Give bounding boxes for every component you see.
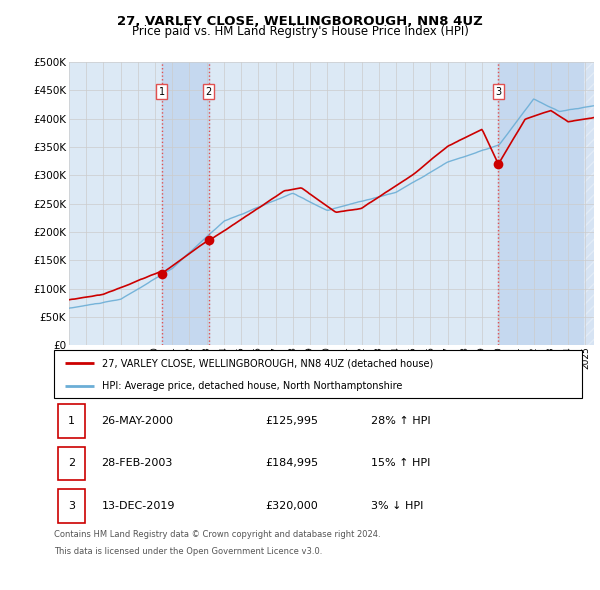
Text: 1: 1 xyxy=(68,416,75,426)
Text: 13-DEC-2019: 13-DEC-2019 xyxy=(101,501,175,511)
Text: 2: 2 xyxy=(206,87,212,97)
Text: 3: 3 xyxy=(68,501,75,511)
Bar xyxy=(58,447,85,480)
Text: £184,995: £184,995 xyxy=(265,458,319,468)
Text: 1: 1 xyxy=(158,87,164,97)
Text: 28-FEB-2003: 28-FEB-2003 xyxy=(101,458,173,468)
Text: This data is licensed under the Open Government Licence v3.0.: This data is licensed under the Open Gov… xyxy=(54,547,322,556)
Text: Contains HM Land Registry data © Crown copyright and database right 2024.: Contains HM Land Registry data © Crown c… xyxy=(54,530,380,539)
Text: 27, VARLEY CLOSE, WELLINGBOROUGH, NN8 4UZ: 27, VARLEY CLOSE, WELLINGBOROUGH, NN8 4U… xyxy=(117,15,483,28)
Text: 27, VARLEY CLOSE, WELLINGBOROUGH, NN8 4UZ (detached house): 27, VARLEY CLOSE, WELLINGBOROUGH, NN8 4U… xyxy=(101,358,433,368)
Text: 15% ↑ HPI: 15% ↑ HPI xyxy=(371,458,430,468)
Text: 3% ↓ HPI: 3% ↓ HPI xyxy=(371,501,423,511)
Text: 2: 2 xyxy=(68,458,75,468)
Bar xyxy=(499,62,594,345)
Text: HPI: Average price, detached house, North Northamptonshire: HPI: Average price, detached house, Nort… xyxy=(101,381,402,391)
Bar xyxy=(584,62,594,345)
Text: 28% ↑ HPI: 28% ↑ HPI xyxy=(371,416,430,426)
Text: 26-MAY-2000: 26-MAY-2000 xyxy=(101,416,173,426)
Text: £320,000: £320,000 xyxy=(265,501,318,511)
Text: Price paid vs. HM Land Registry's House Price Index (HPI): Price paid vs. HM Land Registry's House … xyxy=(131,25,469,38)
Text: 3: 3 xyxy=(496,87,502,97)
Text: £125,995: £125,995 xyxy=(265,416,318,426)
Bar xyxy=(58,489,85,523)
Bar xyxy=(58,404,85,438)
Bar xyxy=(161,62,209,345)
